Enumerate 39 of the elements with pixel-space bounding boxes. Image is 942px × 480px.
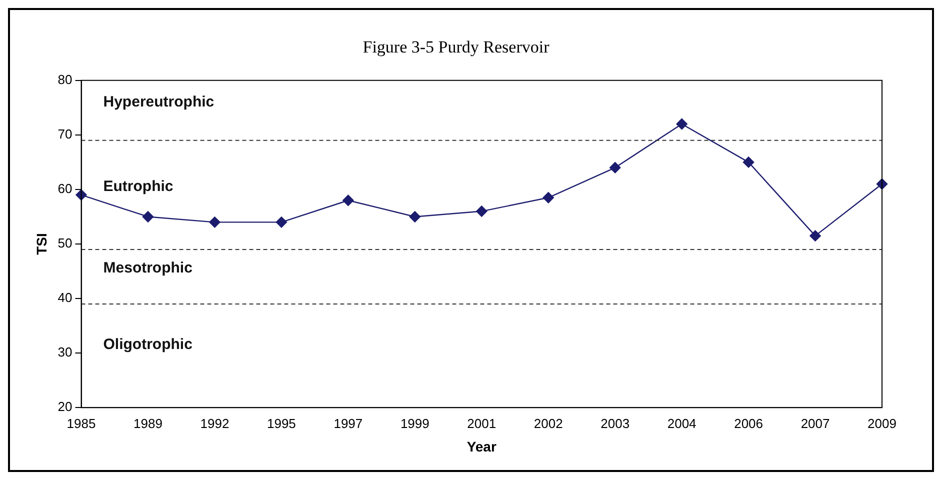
y-tick-label: 60 [58, 181, 72, 196]
x-tick-label: 2002 [534, 416, 563, 431]
x-tick-label: 1985 [66, 416, 96, 431]
annotation: Oligotrophic [103, 336, 192, 354]
point [609, 162, 621, 174]
x-tick-label: 2001 [467, 416, 496, 431]
x-tick-label: 1992 [200, 416, 230, 431]
y-tick-label: 50 [58, 236, 72, 251]
point [742, 156, 754, 168]
x-axis-title: Year [466, 438, 497, 454]
x-tick-label: 2009 [868, 416, 896, 431]
point [676, 118, 688, 130]
y-tick-label: 40 [58, 290, 72, 306]
y-axis-title: TSI [33, 233, 50, 255]
annotation: Hypereutrophic [103, 93, 214, 110]
point [342, 194, 354, 206]
point [76, 189, 87, 201]
y-tick-label: 30 [58, 344, 72, 360]
chart-title: Figure 3-5 Purdy Reservoir [362, 38, 550, 57]
y-tick-label: 80 [58, 72, 72, 87]
x-tick-label: 2006 [734, 416, 764, 431]
annotation: Eutrophic [103, 178, 174, 195]
y-tick-label: 20 [58, 399, 72, 414]
point [209, 216, 220, 228]
point [810, 230, 821, 242]
x-tick-label: 2007 [800, 416, 830, 431]
point [476, 206, 488, 217]
point [542, 192, 554, 204]
x-tick-label: 2003 [600, 416, 630, 431]
x-tick-label: 1989 [134, 416, 162, 431]
x-tick-label: 1999 [400, 416, 430, 431]
point [409, 211, 420, 222]
point [276, 216, 288, 228]
x-tick-label: 2004 [667, 416, 696, 431]
annotation: Mesotrophic [103, 260, 192, 277]
y-tick-label: 70 [58, 126, 72, 142]
x-tick-label: 1997 [334, 416, 363, 431]
point [142, 211, 154, 222]
x-tick-label: 1995 [266, 416, 296, 431]
